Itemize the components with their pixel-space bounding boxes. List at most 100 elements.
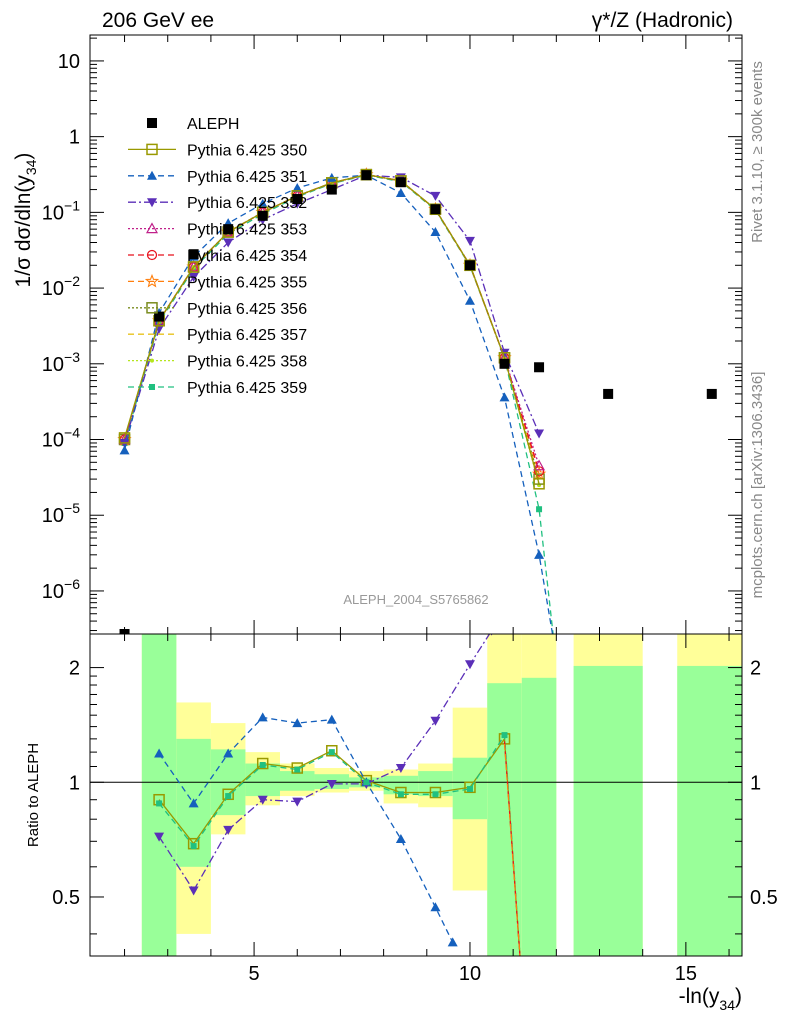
y-tick-label: 1 xyxy=(69,127,80,149)
uncertainty-band-green xyxy=(677,665,742,956)
mcplots-credit-text: mcplots.cern.ch [arXiv:1306.3436] xyxy=(749,372,766,599)
aleph-data-point xyxy=(395,177,406,188)
uncertainty-bands xyxy=(141,634,742,956)
legend-marker xyxy=(146,302,158,314)
energy-label: 206 GeV ee xyxy=(102,9,214,32)
x-axis-label: -ln(y34) xyxy=(679,985,742,1013)
ratio-point-351 xyxy=(154,748,165,758)
aleph-data-point xyxy=(292,194,303,205)
legend-marker xyxy=(150,358,154,363)
main-point-353 xyxy=(187,260,200,272)
analysis-watermark: ALEPH_2004_S5765862 xyxy=(343,592,488,607)
legend-entry-label: Pythia 6.425 359 xyxy=(187,380,307,397)
ratio-point-352 xyxy=(464,660,475,670)
aleph-data-point xyxy=(223,224,234,235)
ratio-point-359 xyxy=(432,791,439,798)
y-tick-label: 10−2 xyxy=(42,273,80,300)
aleph-data-point xyxy=(257,210,268,221)
main-point-352 xyxy=(430,191,441,201)
ratio-point-352 xyxy=(223,825,234,835)
main-line-359 xyxy=(123,174,554,634)
ratio-point-350 xyxy=(429,786,442,799)
legend-marker xyxy=(146,249,158,261)
ratio-point-352 xyxy=(292,797,303,807)
legend-marker xyxy=(149,384,155,390)
main-line-351 xyxy=(123,174,554,634)
legend-entry-label: Pythia 6.425 352 xyxy=(187,195,307,212)
ratio-point-359 xyxy=(190,843,197,850)
rivet-version-text: Rivet 3.1.10, ≥ 300k events xyxy=(749,61,766,243)
main-point-352 xyxy=(223,238,234,248)
main-point-351 xyxy=(430,227,441,237)
ratio-y-tick-label: 1 xyxy=(69,772,80,794)
legend-entry-label: Pythia 6.425 354 xyxy=(187,248,307,265)
legend-entry-label: Pythia 6.425 358 xyxy=(187,354,307,371)
main-point-352 xyxy=(188,273,199,283)
ratio-line-351 xyxy=(158,716,454,943)
main-point-352 xyxy=(464,236,475,246)
ratio-point-352 xyxy=(188,886,199,896)
ratio-panel-frame xyxy=(89,633,743,957)
uncertainty-band-green xyxy=(573,665,643,956)
x-tick-label: 15 xyxy=(675,963,697,985)
legend-entry-label: Pythia 6.425 355 xyxy=(187,274,307,291)
main-point-354 xyxy=(533,466,545,477)
legend-marker xyxy=(146,143,158,156)
aleph-data-point xyxy=(361,170,372,181)
ratio-point-352 xyxy=(326,779,337,789)
ratio-point-351 xyxy=(430,902,441,912)
ratio-point-350 xyxy=(291,762,304,774)
ratio-line-352 xyxy=(158,634,491,892)
legend-entry-label: Pythia 6.425 351 xyxy=(187,169,307,186)
axes: 10−6 10−5 10−4 10−3 10−2 10−1 1 10 5 10 15 0.5 0.5 1 1… xyxy=(42,35,778,985)
uncertainty-band-green xyxy=(521,677,557,956)
ratio-point-350 xyxy=(326,744,338,757)
ratio-point-359 xyxy=(501,732,508,739)
main-point-350 xyxy=(118,432,131,444)
legend-marker xyxy=(144,273,160,288)
ratio-point-351 xyxy=(188,798,199,808)
y-tick-label: 10−5 xyxy=(42,500,80,527)
aleph-data-point xyxy=(534,362,545,373)
uncertainty-band-green xyxy=(279,771,315,791)
main-point-351 xyxy=(119,445,130,455)
legend-marker xyxy=(145,222,159,234)
ratio-y-tick-label: 0.5 xyxy=(750,887,778,909)
aleph-data-points xyxy=(119,170,717,634)
x-tick-label: 5 xyxy=(249,963,260,985)
legend-marker xyxy=(147,170,157,180)
ratio-point-359 xyxy=(466,786,473,793)
ratio-point-351 xyxy=(292,718,303,728)
aleph-data-point xyxy=(499,358,510,369)
main-point-351 xyxy=(534,549,545,559)
aleph-data-point xyxy=(326,184,337,195)
legend-entry-label: ALEPH xyxy=(187,116,239,133)
ratio-point-359 xyxy=(363,779,370,786)
main-line-354 xyxy=(123,173,540,472)
ratio-y-tick-label: 2 xyxy=(750,658,761,680)
ratio-point-351 xyxy=(395,833,406,843)
aleph-data-point xyxy=(464,260,475,271)
aleph-data-point xyxy=(603,388,614,399)
legend-entry-label: Pythia 6.425 357 xyxy=(187,327,307,344)
ratio-line-354 xyxy=(503,741,521,956)
y-tick-label: 10−6 xyxy=(42,576,80,603)
aleph-data-point xyxy=(188,249,199,260)
legend-marker xyxy=(147,198,157,208)
ratio-point-359 xyxy=(156,800,163,807)
ratio-point-352 xyxy=(154,832,165,842)
legend-marker-aleph xyxy=(147,118,157,128)
ratio-y-axis-label: Ratio to ALEPH xyxy=(25,743,42,847)
ratio-point-351 xyxy=(447,937,458,947)
ratio-point-359 xyxy=(259,762,266,769)
ratio-point-359 xyxy=(294,766,301,773)
ratio-y-tick-label: 2 xyxy=(69,658,80,680)
main-point-350 xyxy=(533,478,545,490)
ratio-point-359 xyxy=(225,793,232,800)
ratio-point-350 xyxy=(464,781,476,794)
legend-entry-label: Pythia 6.425 356 xyxy=(187,301,307,318)
process-label: γ*/Z (Hadronic) xyxy=(592,9,733,32)
main-point-350 xyxy=(187,261,200,273)
legend-entry-label: Pythia 6.425 350 xyxy=(187,142,307,159)
